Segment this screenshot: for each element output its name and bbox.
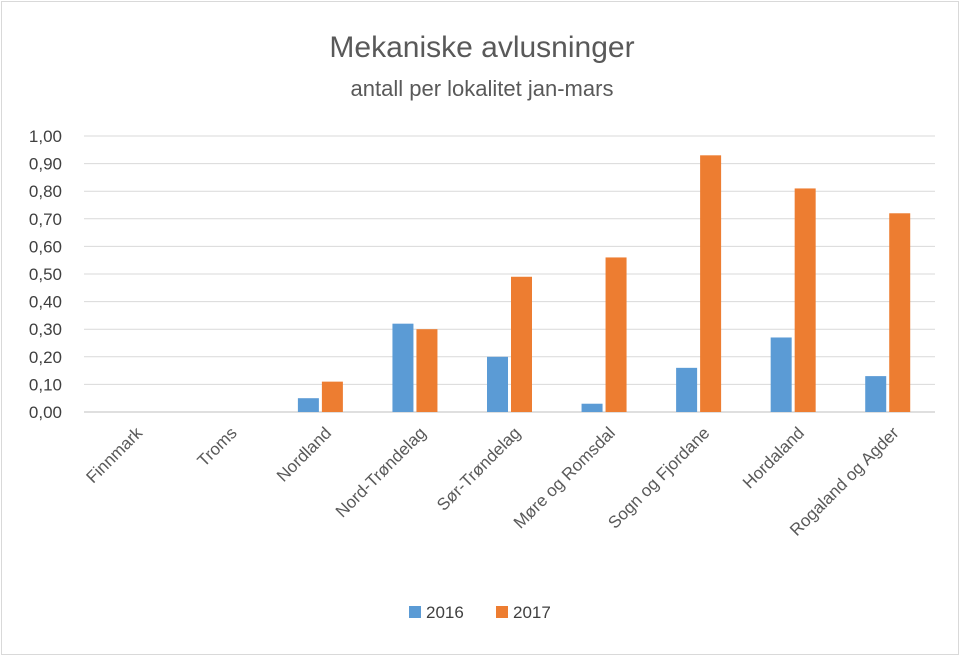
chart-title: Mekaniske avlusninger [329, 31, 634, 64]
legend-swatch-2016 [409, 606, 421, 618]
y-axis-ticks: 0,00 0,10 0,20 0,30 0,40 0,50 0,60 0,70 0,80 0,90… [29, 127, 62, 422]
x-tick-label: Hordaland [739, 423, 808, 492]
bar-2017 [416, 329, 438, 412]
x-tick-label: Sør-Trøndelag [433, 423, 524, 514]
y-tick-label: 0,00 [29, 403, 62, 422]
x-tick-label: Sogn og Fjordane [604, 423, 713, 532]
x-tick-label: Troms [194, 423, 241, 470]
bar-2016 [676, 367, 698, 412]
bar-2017 [511, 276, 532, 412]
y-tick-label: 0,30 [29, 320, 62, 339]
bar-2016 [581, 403, 603, 412]
bars [297, 155, 911, 412]
y-tick-label: 0,80 [29, 182, 62, 201]
legend: 2016 2017 [409, 603, 551, 622]
bar-2016 [770, 337, 792, 412]
legend-swatch-2017 [496, 606, 508, 618]
y-tick-label: 0,20 [29, 348, 62, 367]
y-tick-label: 0,70 [29, 210, 62, 229]
bar-2016 [297, 398, 319, 412]
y-tick-label: 0,10 [29, 375, 62, 394]
y-tick-label: 0,90 [29, 155, 62, 174]
x-tick-label: Møre og Romsdal [510, 423, 619, 532]
bar-2017 [321, 381, 343, 412]
y-tick-label: 0,40 [29, 293, 62, 312]
bar-2017 [700, 155, 722, 412]
gridlines [84, 135, 935, 413]
bar-2017 [605, 257, 627, 412]
bar-2017 [889, 213, 911, 412]
y-tick-label: 1,00 [29, 127, 62, 146]
y-tick-label: 0,60 [29, 237, 62, 256]
x-tick-label: Finnmark [83, 423, 147, 487]
bar-2016 [487, 356, 508, 412]
legend-label-2016: 2016 [426, 603, 464, 622]
x-tick-label: Nord-Trøndelag [332, 423, 430, 521]
x-tick-label: Nordland [273, 423, 335, 485]
bar-2016 [865, 376, 887, 412]
chart-subtitle: antall per lokalitet jan-mars [351, 76, 614, 101]
bar-2017 [794, 188, 816, 412]
bar-2016 [392, 323, 414, 412]
legend-label-2017: 2017 [513, 603, 551, 622]
y-tick-label: 0,50 [29, 265, 62, 284]
